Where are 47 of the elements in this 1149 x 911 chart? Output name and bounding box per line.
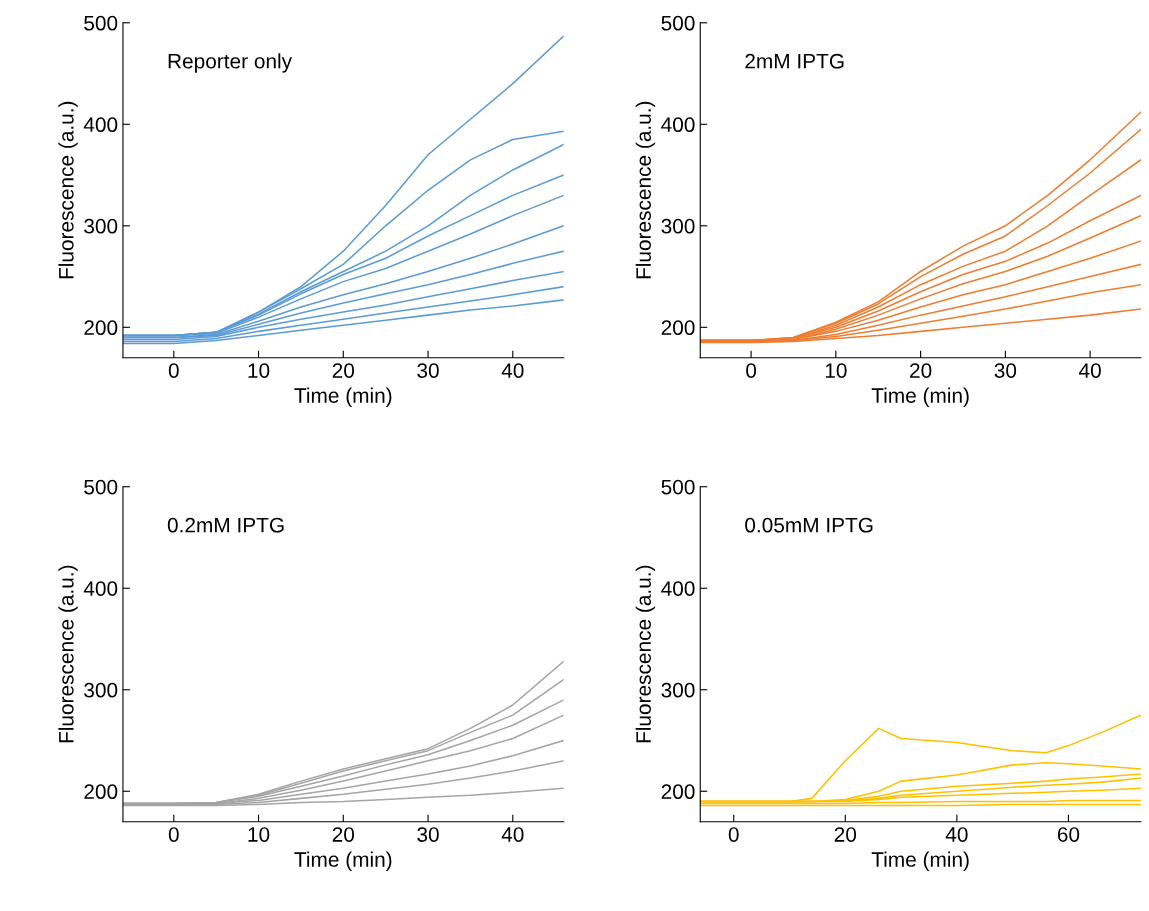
annotation: 0.05mM IPTG: [745, 517, 873, 533]
x-tick-label: 40: [945, 827, 968, 842]
y-tick-label: 200: [84, 784, 118, 800]
y-tick-label: 400: [661, 117, 695, 133]
x-tick-label: 10: [825, 363, 847, 378]
y-tick-label: 300: [661, 682, 695, 698]
x-tick-label: 20: [332, 363, 355, 378]
x-tick-label: 40: [501, 363, 524, 378]
x-tick-label: 0: [168, 363, 179, 378]
y-tick-label: 300: [84, 682, 118, 698]
annotation: 2mM IPTG: [745, 53, 844, 69]
annotation: Reporter only: [168, 53, 293, 73]
y-axis-title: Fluorescence (a.u.): [58, 565, 78, 743]
y-tick-label: 500: [661, 479, 695, 495]
x-tick-label: 30: [994, 363, 1017, 378]
y-tick-label: 500: [661, 15, 695, 31]
x-tick-label: 0: [728, 827, 739, 842]
y-axis-title: Fluorescence (a.u.): [58, 101, 78, 279]
x-tick-label: 20: [834, 827, 857, 842]
y-tick-label: 400: [83, 581, 118, 596]
y-tick-label: 200: [661, 784, 695, 800]
x-tick-label: 10: [248, 363, 270, 378]
x-tick-label: 60: [1057, 827, 1080, 842]
x-tick-label: 10: [248, 827, 270, 842]
y-tick-label: 500: [84, 479, 118, 495]
y-tick-label: 200: [661, 320, 695, 336]
x-tick-label: 20: [332, 827, 355, 842]
x-tick-label: 40: [501, 827, 524, 842]
y-axis-title: Fluorescence (a.u.): [635, 101, 656, 279]
x-axis-title: Time (min): [294, 387, 392, 408]
y-tick-label: 200: [84, 320, 118, 336]
y-tick-label: 400: [661, 581, 695, 596]
y-axis-title: Fluorescence (a.u.): [635, 565, 656, 743]
x-tick-label: 40: [1079, 363, 1101, 378]
x-tick-label: 0: [746, 363, 757, 378]
y-tick-label: 500: [84, 15, 118, 31]
x-axis-title: Time (min): [294, 851, 392, 871]
x-tick-label: 0: [168, 827, 179, 842]
x-tick-label: 30: [417, 363, 439, 378]
annotation: 0.2mM IPTG: [167, 517, 284, 533]
y-tick-label: 300: [661, 218, 695, 234]
y-tick-label: 400: [83, 117, 118, 133]
x-tick-label: 30: [417, 827, 439, 842]
x-axis-title: Time (min): [871, 851, 969, 871]
y-tick-label: 300: [84, 218, 118, 234]
x-tick-label: 20: [910, 363, 932, 378]
x-axis-title: Time (min): [871, 387, 969, 408]
